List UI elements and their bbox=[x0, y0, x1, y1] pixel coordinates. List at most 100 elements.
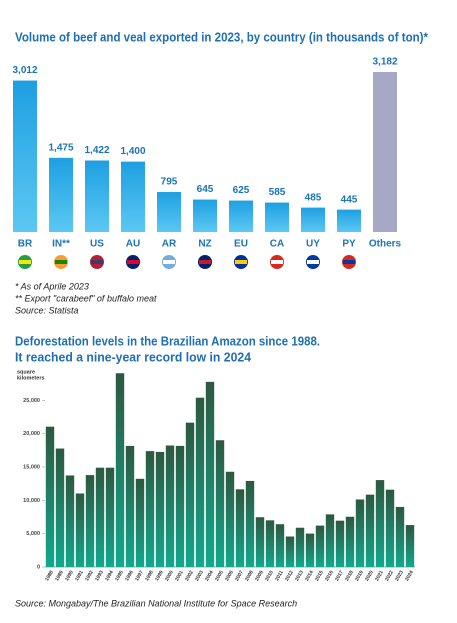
note: ** Export "carabeef" of buffalo meat bbox=[15, 293, 157, 303]
x-tick-label: 1988 bbox=[44, 569, 55, 582]
flag-stripe bbox=[127, 260, 139, 264]
bar bbox=[105, 467, 115, 567]
bar bbox=[95, 467, 105, 567]
flag-stripe bbox=[91, 260, 103, 264]
value-label: 445 bbox=[341, 194, 358, 205]
x-tick-label: 1993 bbox=[94, 569, 105, 582]
bar bbox=[355, 499, 365, 567]
flag-stripe bbox=[307, 260, 319, 264]
x-tick-label: 2017 bbox=[334, 569, 345, 582]
y-tick-label: 5,000 bbox=[26, 531, 40, 537]
x-tick-label: AR bbox=[162, 239, 177, 250]
x-tick-label: 2024 bbox=[404, 569, 415, 582]
bar bbox=[157, 192, 181, 232]
value-label: 1,422 bbox=[84, 145, 109, 156]
bar bbox=[45, 426, 55, 567]
x-tick-label: AU bbox=[126, 239, 140, 250]
bar bbox=[295, 527, 305, 567]
x-tick-label: 2016 bbox=[324, 569, 335, 582]
bar bbox=[265, 202, 289, 232]
x-tick-label: 2005 bbox=[214, 569, 225, 582]
value-label: 1,475 bbox=[48, 142, 73, 153]
x-tick-label: 2015 bbox=[314, 569, 325, 582]
x-tick-label: 2003 bbox=[194, 569, 205, 582]
bar bbox=[325, 514, 335, 567]
value-label: 3,182 bbox=[372, 57, 397, 68]
bar bbox=[375, 480, 385, 567]
bar bbox=[55, 448, 65, 567]
bar bbox=[255, 517, 265, 567]
bar bbox=[49, 157, 73, 232]
x-tick-label: NZ bbox=[198, 239, 211, 250]
bar bbox=[315, 525, 325, 567]
bar bbox=[229, 200, 253, 232]
x-tick-label: 2012 bbox=[284, 569, 295, 582]
x-tick-label: 2000 bbox=[164, 569, 175, 582]
bar bbox=[165, 445, 175, 567]
x-tick-label: 1997 bbox=[134, 569, 145, 582]
y-tick-label: 25,000 bbox=[23, 398, 40, 404]
bar bbox=[395, 506, 405, 567]
x-tick-label: 2023 bbox=[394, 569, 405, 582]
x-tick-label: UY bbox=[306, 239, 320, 250]
bar bbox=[85, 475, 95, 567]
x-tick-label: 2013 bbox=[294, 569, 305, 582]
x-tick-label: 1990 bbox=[64, 569, 75, 582]
y-axis-label: kilometers bbox=[17, 375, 45, 381]
x-tick-label: 2010 bbox=[264, 569, 275, 582]
bar bbox=[195, 397, 205, 567]
bar bbox=[235, 489, 245, 567]
value-label: 645 bbox=[197, 184, 214, 195]
x-tick-label: 1999 bbox=[154, 569, 165, 582]
flag-stripe bbox=[271, 260, 283, 264]
x-tick-label: 2006 bbox=[224, 569, 235, 582]
bar bbox=[193, 199, 217, 232]
x-tick-label: 1996 bbox=[124, 569, 135, 582]
chart-title: It reached a nine-year record low in 202… bbox=[15, 349, 252, 364]
x-tick-label: 2018 bbox=[344, 569, 355, 582]
bar bbox=[121, 161, 145, 232]
x-tick-label: 2019 bbox=[354, 569, 365, 582]
bar bbox=[85, 160, 109, 232]
y-tick-label: 0 bbox=[37, 564, 40, 570]
bar bbox=[155, 451, 165, 567]
x-tick-label: 2021 bbox=[374, 569, 385, 582]
x-tick-label: 2008 bbox=[244, 569, 255, 582]
x-tick-label: 1994 bbox=[104, 569, 115, 582]
x-tick-label: 2011 bbox=[274, 569, 285, 582]
bar bbox=[205, 381, 215, 567]
y-tick-label: 15,000 bbox=[23, 464, 40, 470]
y-tick-label: 10,000 bbox=[23, 498, 40, 504]
bar bbox=[145, 451, 155, 567]
bar bbox=[301, 207, 325, 232]
bar bbox=[13, 80, 37, 232]
x-tick-label: 2009 bbox=[254, 569, 265, 582]
x-tick-label: PY bbox=[342, 239, 356, 250]
flag-stripe bbox=[55, 260, 67, 264]
flag-stripe bbox=[343, 260, 355, 264]
bar bbox=[285, 536, 295, 567]
bar bbox=[225, 471, 235, 567]
x-tick-label: 1991 bbox=[74, 569, 85, 582]
chart-title: Volume of beef and veal exported in 2023… bbox=[15, 29, 429, 44]
x-tick-label: EU bbox=[234, 239, 248, 250]
bar bbox=[305, 533, 315, 567]
bar bbox=[335, 520, 345, 567]
x-tick-label: Others bbox=[369, 239, 402, 250]
source: Source: Mongabay/The Brazilian National … bbox=[15, 598, 297, 608]
x-tick-label: 1995 bbox=[114, 569, 125, 582]
x-tick-label: 2014 bbox=[304, 569, 315, 582]
flag-stripe bbox=[163, 260, 175, 264]
bar bbox=[135, 478, 145, 567]
flag-stripe bbox=[19, 260, 31, 264]
value-label: 625 bbox=[233, 185, 250, 196]
y-tick-label: 20,000 bbox=[23, 431, 40, 437]
x-tick-label: CA bbox=[270, 239, 284, 250]
bar bbox=[365, 494, 375, 567]
value-label: 795 bbox=[161, 177, 178, 188]
bar bbox=[373, 72, 397, 232]
note: * As of Aprile 2023 bbox=[15, 281, 89, 291]
x-tick-label: 2001 bbox=[174, 569, 185, 582]
x-tick-label: IN** bbox=[52, 239, 70, 250]
